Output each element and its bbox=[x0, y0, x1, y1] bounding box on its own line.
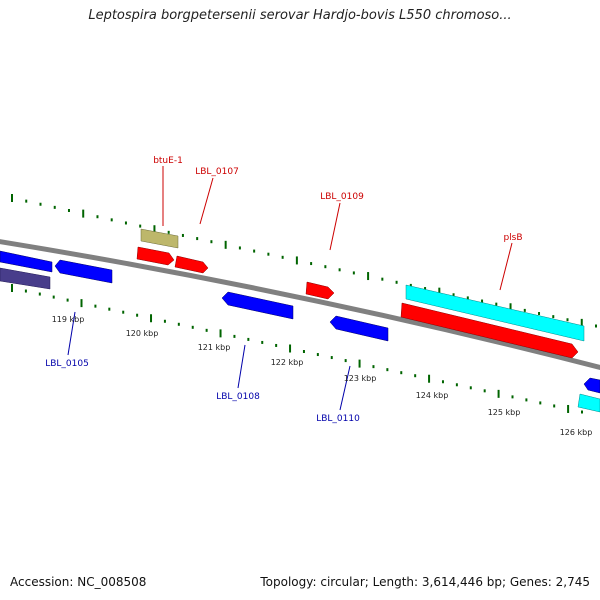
kbp-tick-label: 122 kbp bbox=[271, 358, 304, 367]
kbp-tick-label: 123 kbp bbox=[344, 374, 377, 383]
genome-summary-text: Topology: circular; Length: 3,614,446 bp… bbox=[260, 575, 590, 589]
gene-feature-reverse[interactable] bbox=[583, 377, 600, 394]
kbp-tick-label: 121 kbp bbox=[198, 343, 231, 352]
gene-label-lbl0107: LBL_0107 bbox=[195, 167, 239, 177]
gene-label-lbl0105: LBL_0105 bbox=[45, 359, 89, 369]
kbp-tick-label: 125 kbp bbox=[488, 408, 521, 417]
gene-feature-reverse[interactable] bbox=[54, 259, 113, 284]
gene-feature-lbl0107[interactable] bbox=[174, 255, 209, 274]
gene-label-lbl0108: LBL_0108 bbox=[216, 392, 260, 402]
kbp-tick-label: 120 kbp bbox=[126, 329, 159, 338]
accession-text: Accession: NC_008508 bbox=[10, 575, 147, 589]
kbp-tick-label: 124 kbp bbox=[416, 391, 449, 400]
gene-label-lbl0109: LBL_0109 bbox=[320, 192, 364, 202]
map-title: Leptospira borgpetersenii serovar Hardjo… bbox=[88, 8, 512, 23]
gene-feature-cyan[interactable] bbox=[577, 393, 600, 413]
gene-feature-slate[interactable] bbox=[0, 267, 51, 290]
gene-feature-btue1[interactable] bbox=[140, 228, 179, 249]
gene-feature-plsb[interactable] bbox=[405, 284, 585, 342]
gene-feature-forward[interactable] bbox=[136, 246, 175, 266]
chromosome-backbone bbox=[0, 239, 600, 371]
gene-feature-lbl0109[interactable] bbox=[305, 281, 335, 300]
gene-feature-reverse[interactable] bbox=[0, 250, 53, 273]
kbp-tick-label: 119 kbp bbox=[52, 315, 85, 324]
gene-label-lbl0110: LBL_0110 bbox=[316, 414, 360, 424]
label-leaders bbox=[67, 166, 513, 411]
inner-tick-track bbox=[11, 284, 583, 414]
gene-label-plsb: plsB bbox=[503, 233, 522, 243]
gene-feature-lbl0108[interactable] bbox=[221, 291, 294, 320]
gene-label-btue1: btuE-1 bbox=[153, 156, 183, 166]
gene-features bbox=[0, 228, 600, 413]
gene-feature-lbl0110[interactable] bbox=[329, 315, 389, 342]
gene-feature-forward-long[interactable] bbox=[400, 302, 579, 359]
kbp-tick-label: 126 kbp bbox=[560, 428, 593, 437]
